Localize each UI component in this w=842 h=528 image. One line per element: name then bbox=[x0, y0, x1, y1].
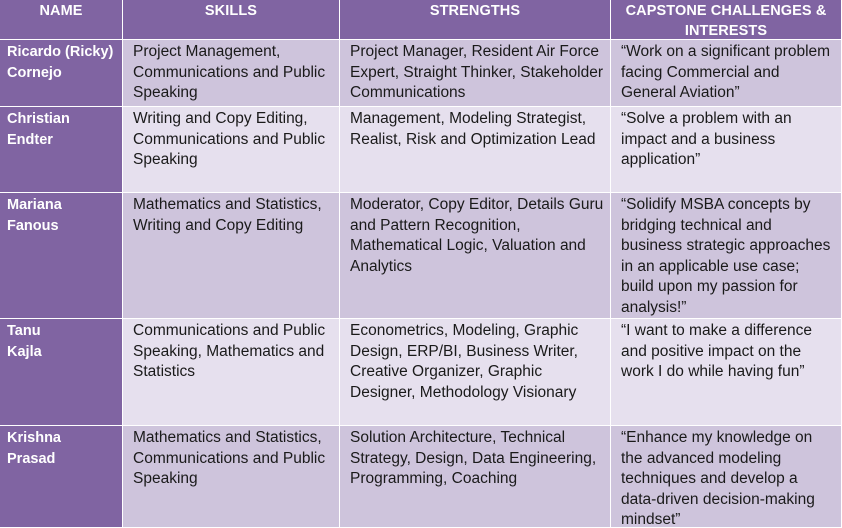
capstone-cell: “Solve a problem with an impact and a bu… bbox=[611, 107, 842, 193]
strengths-cell: Moderator, Copy Editor, Details Guru and… bbox=[340, 193, 611, 319]
member-name-cell: Ricardo (Ricky) Cornejo bbox=[0, 40, 123, 107]
member-last-name: Prasad bbox=[7, 450, 56, 467]
capstone-cell: “Enhance my knowledge on the advanced mo… bbox=[611, 426, 842, 528]
member-first-name: Christian bbox=[7, 111, 70, 127]
member-name-cell: Mariana Fanous bbox=[0, 193, 123, 319]
member-first-name: Ricardo (Ricky) bbox=[7, 44, 114, 60]
skills-cell: Communications and Public Speaking, Math… bbox=[123, 319, 340, 426]
skills-cell: Mathematics and Statistics, Writing and … bbox=[123, 193, 340, 319]
capstone-cell: “Work on a significant problem facing Co… bbox=[611, 40, 842, 107]
skills-cell: Mathematics and Statistics, Communicatio… bbox=[123, 426, 340, 528]
skills-cell: Project Management, Communications and P… bbox=[123, 40, 340, 107]
member-first-name: Tanu bbox=[7, 323, 41, 339]
header-capstone: CAPSTONE CHALLENGES & INTERESTS bbox=[611, 0, 842, 40]
strengths-cell: Solution Architecture, Technical Strateg… bbox=[340, 426, 611, 528]
member-last-name: Kajla bbox=[7, 343, 42, 360]
member-name-cell: Christian Endter bbox=[0, 107, 123, 193]
header-strengths: STRENGTHS bbox=[340, 0, 611, 40]
member-last-name: Fanous bbox=[7, 217, 59, 234]
header-name: NAME bbox=[0, 0, 123, 40]
strengths-cell: Project Manager, Resident Air Force Expe… bbox=[340, 40, 611, 107]
header-skills: SKILLS bbox=[123, 0, 340, 40]
skills-cell: Writing and Copy Editing, Communications… bbox=[123, 107, 340, 193]
capstone-cell: “I want to make a difference and positiv… bbox=[611, 319, 842, 426]
member-name-cell: Krishna Prasad bbox=[0, 426, 123, 528]
member-last-name: Cornejo bbox=[7, 64, 62, 81]
member-name-cell: Tanu Kajla bbox=[0, 319, 123, 426]
strengths-cell: Management, Modeling Strategist, Realist… bbox=[340, 107, 611, 193]
strengths-cell: Econometrics, Modeling, Graphic Design, … bbox=[340, 319, 611, 426]
member-last-name: Endter bbox=[7, 131, 53, 148]
member-first-name: Mariana bbox=[7, 197, 62, 213]
capstone-cell: “Solidify MSBA concepts by bridging tech… bbox=[611, 193, 842, 319]
member-first-name: Krishna bbox=[7, 430, 61, 446]
